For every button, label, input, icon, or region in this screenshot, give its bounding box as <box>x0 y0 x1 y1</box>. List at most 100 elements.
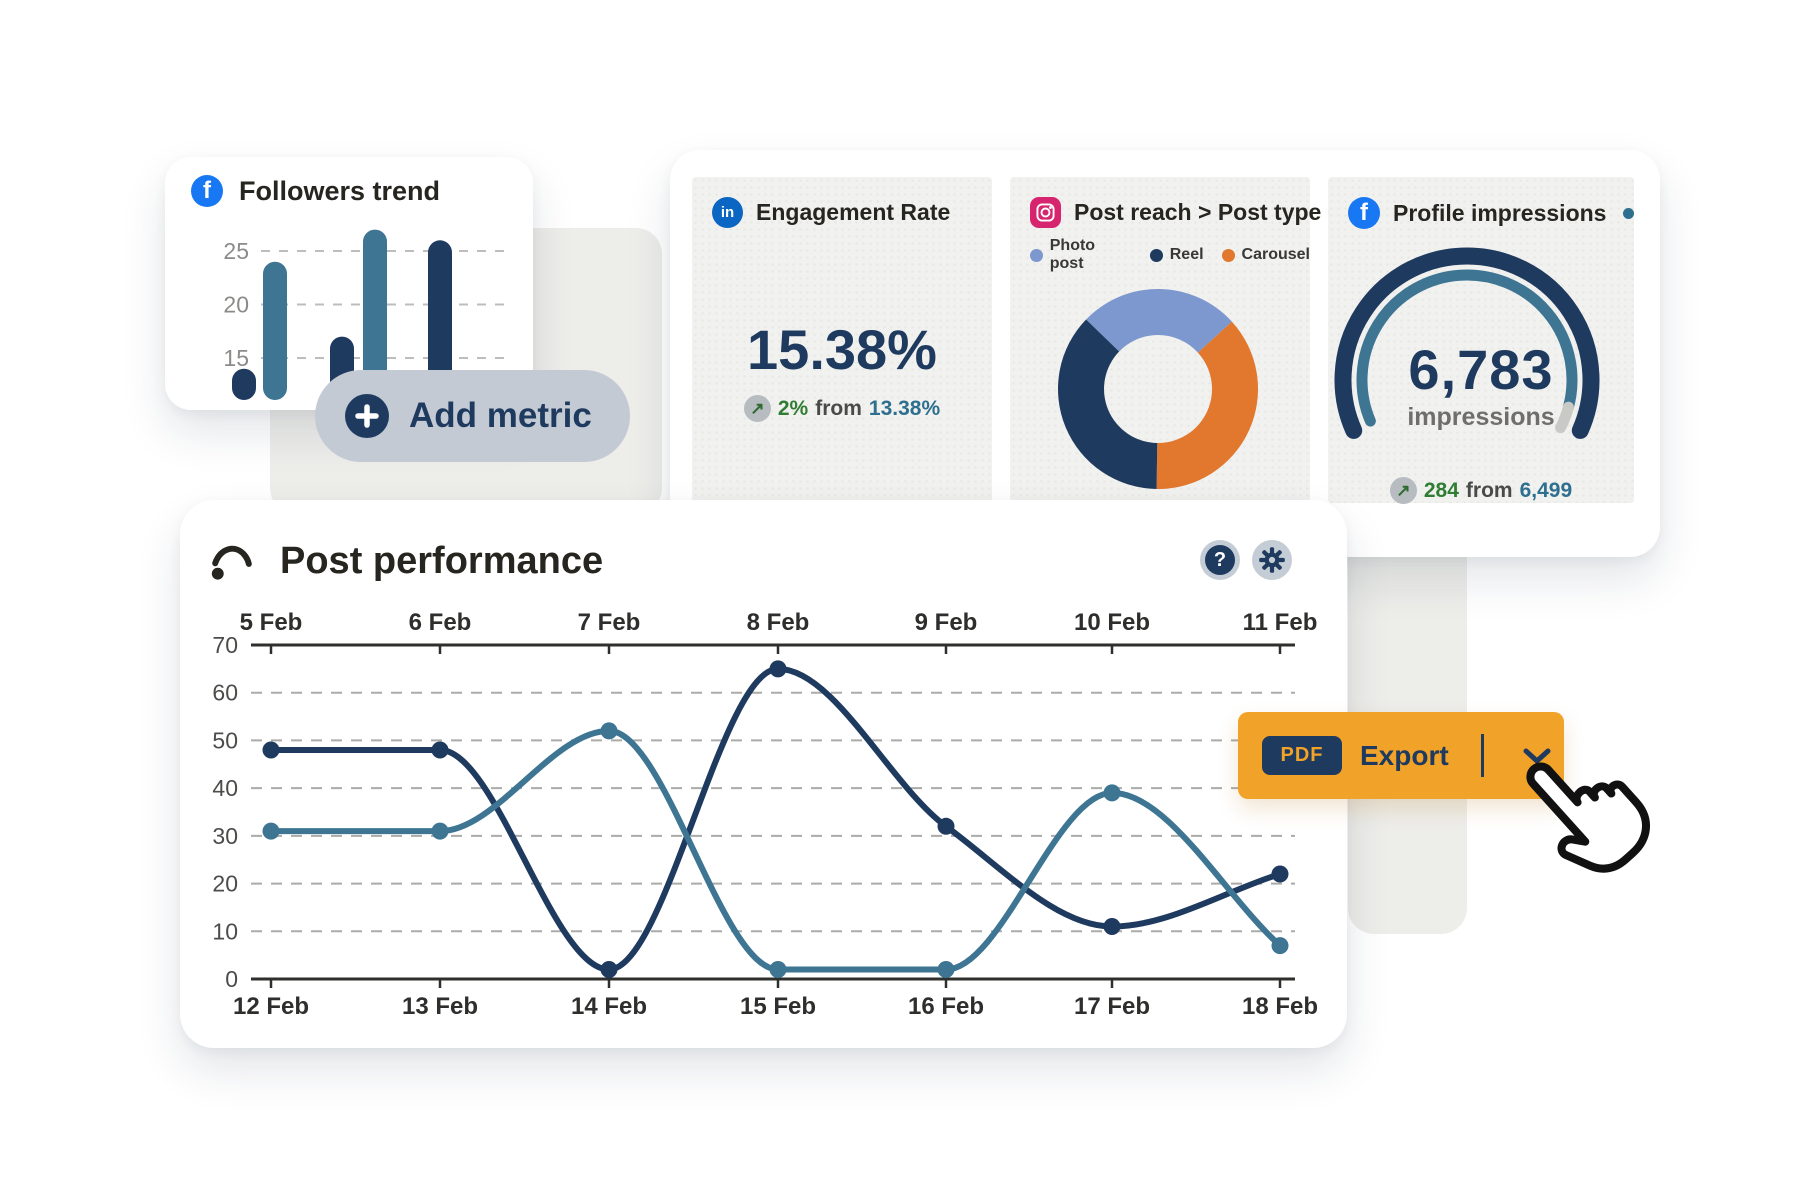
teal-series-point <box>937 961 955 978</box>
metrics-container-card: in Engagement Rate 15.38% ↗ 2% from 13.3… <box>670 150 1660 557</box>
impressions-unit-label: impressions <box>1407 403 1555 431</box>
dark-series-point <box>1271 865 1289 883</box>
followers-trend-card: f Followers trend 25 20 15 <box>165 157 533 410</box>
gear-tooth <box>1269 547 1275 555</box>
legend-label: Photo post <box>1049 237 1096 272</box>
ytick-label: 0 <box>225 966 238 992</box>
impressions-value: 6,783 <box>1408 338 1554 401</box>
bottom-xtick-label: 16 Feb <box>908 993 984 1020</box>
bar-2 <box>263 261 287 400</box>
followers-bar-chart: 25 20 15 <box>223 229 513 400</box>
teal-series-point <box>600 722 618 740</box>
ytick-label: 60 <box>212 680 238 706</box>
dark-series-point <box>600 961 618 978</box>
legend-dot-icon <box>1030 248 1043 262</box>
export-dropdown-toggle[interactable] <box>1510 712 1564 799</box>
post-reach-card-header: Post reach > Post type <box>1030 197 1321 228</box>
post-performance-card: Post performance ? 70 60 50 40 30 20 10 0 5 Feb 1… <box>180 500 1347 1048</box>
post-performance-line-chart: 70 60 50 40 30 20 10 0 5 Feb 12 Feb 6 Feb 13 Feb 7 F… <box>212 609 1318 1020</box>
ytick-label: 50 <box>212 727 238 753</box>
top-xtick-label: 8 Feb <box>747 609 810 636</box>
ytick-label: 30 <box>212 823 238 849</box>
trend-up-arrow-icon: ↗ <box>743 395 771 422</box>
legend-label: Reel <box>1169 246 1204 263</box>
instagram-icon <box>1030 197 1061 228</box>
engagement-card-title: Engagement Rate <box>756 199 951 225</box>
gear-tooth <box>1259 557 1267 563</box>
top-xtick-label: 7 Feb <box>578 609 641 636</box>
export-button[interactable]: PDF Export <box>1238 712 1564 799</box>
bar-5 <box>428 240 452 400</box>
impressions-delta-previous: 6,499 <box>1519 478 1573 502</box>
ytick-label: 10 <box>212 918 238 944</box>
plus-glyph <box>355 404 379 428</box>
impressions-delta-from: from <box>1465 478 1513 502</box>
ytick-label: 20 <box>212 871 238 897</box>
legend-label: Carousel <box>1241 246 1310 263</box>
donut-segment-reel <box>1058 319 1158 489</box>
gear-tooth <box>1269 565 1275 573</box>
ytick-label: 70 <box>212 632 238 658</box>
legend-item: Reel <box>1149 246 1204 264</box>
chevron-down-icon <box>1523 748 1551 763</box>
dark-series-point <box>937 817 955 835</box>
bottom-xtick-label: 18 Feb <box>1242 993 1318 1020</box>
add-metric-button[interactable]: Add metric <box>315 370 630 462</box>
bottom-xtick-label: 14 Feb <box>571 993 647 1020</box>
gauge-progress-arc <box>1356 269 1578 427</box>
donut-segment-carousel <box>1156 321 1259 489</box>
bar-1 <box>232 368 256 400</box>
donut-segment-photo-post <box>1086 288 1232 353</box>
ytick-label: 40 <box>212 775 238 801</box>
legend-item: Carousel <box>1221 246 1310 264</box>
gauge-remainder-arc <box>1555 401 1574 434</box>
gear-tooth <box>1277 557 1285 563</box>
followers-card-header: f Followers trend <box>191 175 440 207</box>
bottom-xtick-label: 13 Feb <box>402 993 478 1020</box>
post-reach-donut-chart <box>1058 288 1259 489</box>
facebook-icon: f <box>1348 197 1380 229</box>
top-xtick-label: 11 Feb <box>1243 609 1318 636</box>
button-divider <box>1481 734 1484 777</box>
dark-series-point <box>431 741 449 759</box>
bottom-xtick-label: 12 Feb <box>233 993 309 1020</box>
facebook-icon: f <box>191 175 223 207</box>
followers-card-title: Followers trend <box>239 175 441 206</box>
performance-card-header: Post performance <box>210 540 603 583</box>
bar-chart-ytick-label: 15 <box>223 345 249 371</box>
impressions-delta: ↗ 284 from 6,499 <box>1328 477 1634 504</box>
impressions-card-title: Profile impressions <box>1393 199 1607 226</box>
gear-icon <box>1259 547 1285 573</box>
gear-tooth <box>1275 550 1282 557</box>
gear-tooth <box>1262 563 1269 570</box>
top-xtick-label: 9 Feb <box>915 609 978 636</box>
engagement-delta-from: from <box>815 396 862 420</box>
help-button[interactable]: ? <box>1200 540 1240 580</box>
status-dot <box>1623 207 1635 219</box>
engagement-delta-previous: 13.38% <box>868 396 941 420</box>
pdf-badge: PDF <box>1262 736 1342 775</box>
teal-series-line <box>268 727 1283 973</box>
post-reach-card-title: Post reach > Post type <box>1074 199 1322 225</box>
top-xtick-label: 6 Feb <box>409 609 472 636</box>
teal-series-point <box>1103 784 1121 802</box>
plus-icon <box>345 394 389 438</box>
linkedin-icon: in <box>712 197 743 228</box>
help-icon: ? <box>1205 545 1235 575</box>
export-label: Export <box>1360 739 1449 771</box>
bottom-xtick-label: 17 Feb <box>1074 993 1150 1020</box>
bottom-xtick-label: 15 Feb <box>740 993 816 1020</box>
gauge-outer-arc <box>1334 247 1600 439</box>
engagement-card-header: in Engagement Rate <box>712 197 950 228</box>
teal-series-point <box>1271 937 1289 955</box>
post-reach-legend: Photo post Reel Carousel <box>1030 237 1310 273</box>
engagement-rate-value: 15.38% <box>747 318 937 381</box>
dark-series-point <box>262 741 280 759</box>
settings-button[interactable] <box>1252 540 1292 580</box>
engagement-delta: ↗ 2% from 13.38% <box>692 395 992 422</box>
dark-series-point <box>769 660 787 678</box>
instagram-glyph <box>1036 203 1055 222</box>
impressions-card-header: f Profile impressions <box>1348 197 1635 229</box>
top-xtick-label: 5 Feb <box>240 609 303 636</box>
bar-4 <box>363 229 387 400</box>
